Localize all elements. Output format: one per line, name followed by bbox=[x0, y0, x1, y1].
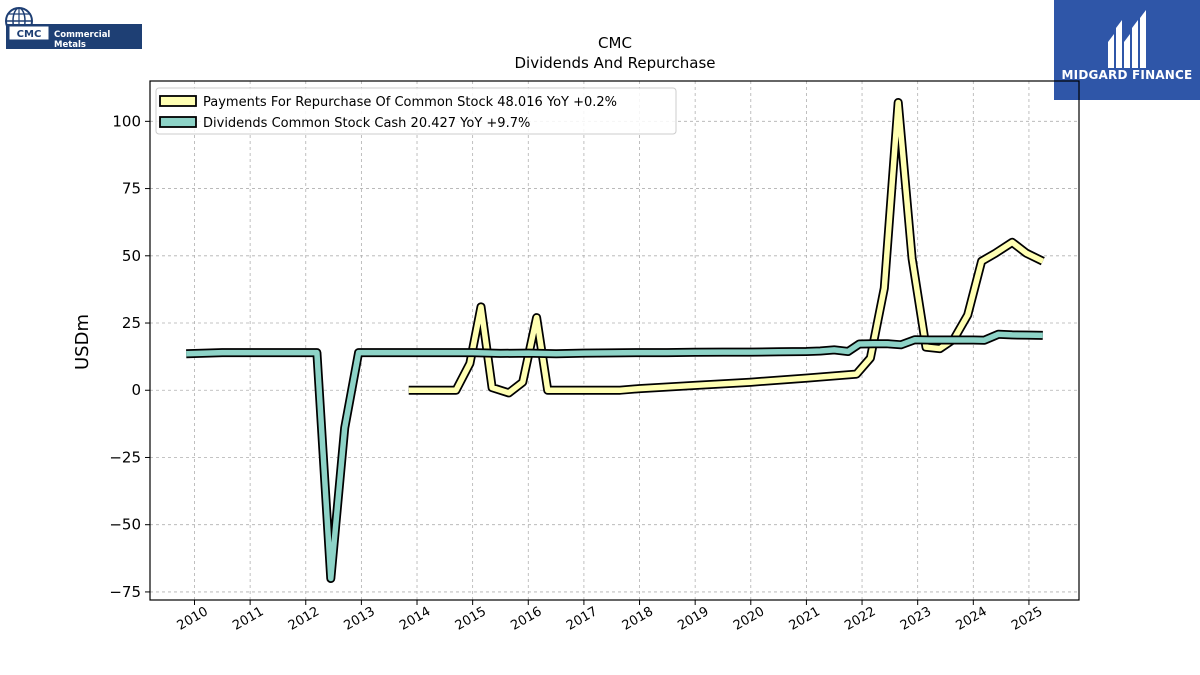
x-tick-label: 2020 bbox=[731, 604, 767, 634]
x-tick-label: 2019 bbox=[675, 604, 711, 634]
x-tick-label: 2024 bbox=[953, 604, 989, 634]
y-tick-label: 75 bbox=[122, 180, 141, 198]
plot-frame bbox=[149, 80, 1080, 601]
y-tick-label: 50 bbox=[122, 247, 141, 265]
x-tick-label: 2025 bbox=[1009, 604, 1045, 634]
x-tick-label: 2017 bbox=[564, 604, 600, 634]
y-tick-label: 100 bbox=[112, 112, 141, 130]
x-tick-label: 2023 bbox=[898, 604, 934, 634]
y-tick-label: −50 bbox=[109, 516, 141, 534]
series-line-1 bbox=[408, 99, 1045, 396]
commercial-metals-logo: CMC Commercial Metals bbox=[4, 6, 144, 52]
x-tick-label: 2021 bbox=[787, 604, 823, 634]
series-outline-2 bbox=[186, 329, 1043, 583]
legend-label-1: Payments For Repurchase Of Common Stock … bbox=[203, 95, 617, 110]
company-logo-text: CMC bbox=[17, 29, 42, 40]
legend: Payments For Repurchase Of Common Stock … bbox=[155, 87, 677, 135]
brand-name: MIDGARD FINANCE bbox=[1061, 68, 1193, 82]
y-tick-label: −25 bbox=[109, 448, 141, 466]
chart-subtitle: Dividends And Repurchase bbox=[514, 54, 715, 72]
x-tick-label: 2014 bbox=[397, 604, 433, 634]
series-line-2 bbox=[186, 331, 1043, 582]
legend-box bbox=[155, 87, 677, 135]
x-tick-label: 2016 bbox=[508, 604, 544, 634]
x-tick-label: 2011 bbox=[230, 604, 266, 634]
legend-label-2: Dividends Common Stock Cash 20.427 YoY +… bbox=[203, 116, 530, 131]
series-layer bbox=[186, 98, 1045, 583]
company-name: Commercial Metals bbox=[54, 30, 111, 50]
x-tick-label: 2018 bbox=[620, 604, 656, 634]
midgard-finance-logo: MIDGARD FINANCE bbox=[1054, 0, 1200, 100]
legend-swatch-2 bbox=[159, 116, 197, 128]
x-tick-label: 2012 bbox=[286, 604, 322, 634]
y-tick-label: 0 bbox=[131, 381, 141, 399]
x-tick-label: 2013 bbox=[342, 604, 378, 634]
y-tick-label: −75 bbox=[109, 583, 141, 601]
x-tick-label: 2010 bbox=[175, 604, 211, 634]
x-tick-label: 2015 bbox=[453, 604, 489, 634]
x-tick-label: 2022 bbox=[842, 604, 878, 634]
y-axis-label: USDm bbox=[72, 314, 93, 370]
legend-swatch-1 bbox=[159, 95, 197, 107]
y-tick-label: 25 bbox=[122, 314, 141, 332]
chart-title: CMC bbox=[598, 34, 632, 52]
